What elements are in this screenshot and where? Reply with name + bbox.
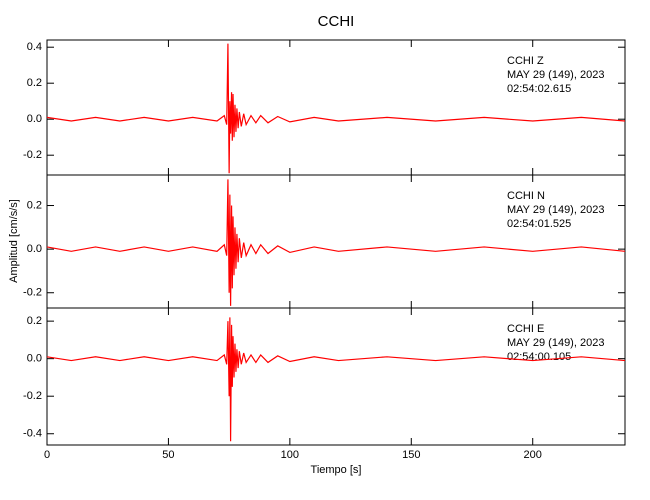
x-tick-label: 100: [281, 449, 299, 461]
annotation: MAY 29 (149), 2023: [507, 337, 604, 349]
annotation: 02:54:00.105: [507, 351, 571, 363]
y-tick-label: 0.2: [27, 315, 42, 327]
y-tick-label: 0.4: [27, 41, 42, 53]
y-tick-label: -0.2: [23, 390, 42, 402]
y-tick-label: 0.0: [27, 353, 42, 365]
annotation: MAY 29 (149), 2023: [507, 69, 604, 81]
annotation: CCHI E: [507, 323, 544, 335]
y-tick-label: 0.2: [27, 77, 42, 89]
waveform: [46, 317, 626, 442]
annotation: MAY 29 (149), 2023: [507, 204, 604, 216]
x-tick-label: 50: [162, 449, 174, 461]
annotation: 02:54:02.615: [507, 83, 571, 95]
chart-title: CCHI: [318, 13, 355, 30]
panel-frame: [46, 307, 626, 446]
y-tick-label: -0.2: [23, 149, 42, 161]
x-axis-label: Tiempo [s]: [311, 464, 362, 476]
annotation: CCHI N: [507, 190, 545, 202]
x-tick-label: 200: [524, 449, 542, 461]
y-tick-label: 0.2: [27, 199, 42, 211]
annotation: 02:54:01.525: [507, 218, 571, 230]
x-tick-label: 0: [44, 449, 50, 461]
annotation: CCHI Z: [507, 55, 544, 67]
y-tick-label: 0.0: [27, 243, 42, 255]
y-tick-label: 0.0: [27, 113, 42, 125]
y-tick-label: -0.4: [23, 428, 42, 440]
x-tick-label: 150: [402, 449, 420, 461]
waveform: [46, 43, 626, 174]
y-axis-label: Amplitud [cm/s/s]: [8, 199, 20, 283]
y-tick-label: -0.2: [23, 287, 42, 299]
waveform: [46, 179, 626, 306]
